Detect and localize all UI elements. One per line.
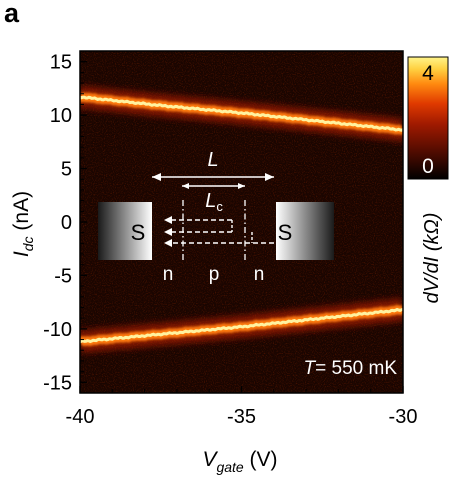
length-label: L — [207, 149, 218, 171]
axis-ticks: 15 10 5 0 -5 -10 -15 -40 -35 -30 — [43, 52, 417, 428]
panel-label: a — [4, 0, 20, 28]
colorbar-tick-max: 4 — [422, 62, 434, 85]
y-axis-label: Idc (nA) — [10, 191, 36, 257]
length-c-label-sub: c — [216, 199, 223, 214]
colorbar-label: dV/dI (kΩ) — [421, 213, 443, 304]
device-schematic-inset: S S L Lc n p n — [98, 149, 334, 285]
y-tick-label: -15 — [43, 372, 72, 394]
colorbar-gradient — [407, 56, 449, 180]
x-tick-label: -40 — [66, 406, 95, 428]
x-axis-label-main: V — [202, 448, 218, 471]
y-axis-label-unit: (nA) — [10, 191, 33, 237]
y-tick-label: 5 — [61, 159, 72, 181]
right-lead — [276, 202, 334, 260]
left-lead-label: S — [131, 220, 146, 245]
y-axis-label-sub: dc — [20, 236, 36, 251]
length-c-label-main: L — [205, 190, 216, 212]
length-c-arrow-left-head — [182, 183, 189, 189]
temperature-value: = 550 mK — [315, 358, 397, 379]
y-tick-label: 15 — [50, 52, 72, 74]
switching-band-core-negative — [80, 307, 403, 344]
trajectory-2-head — [164, 228, 172, 236]
y-tick-label: 10 — [50, 105, 72, 127]
left-lead — [98, 202, 152, 260]
colorbar: 4 0 dV/dI (kΩ) — [407, 56, 449, 304]
temperature-symbol: T — [304, 358, 317, 379]
temperature-annotation: T= 550 mK — [304, 358, 398, 379]
x-tick-label: -35 — [227, 406, 256, 428]
length-arrow-left-head — [152, 173, 161, 181]
y-tick-label: -5 — [54, 265, 72, 287]
y-axis-label-main: I — [10, 251, 33, 257]
trajectory-3-head — [164, 239, 172, 247]
length-arrow-right-head — [265, 173, 274, 181]
length-c-arrow-right-head — [238, 183, 245, 189]
y-tick-label: -10 — [43, 319, 72, 341]
trajectory-1-head — [164, 216, 172, 224]
colorbar-tick-min: 0 — [422, 155, 434, 178]
x-tick-label: -30 — [389, 406, 418, 428]
right-lead-label: S — [278, 220, 293, 245]
x-axis-label: Vgate (V) — [202, 448, 277, 475]
region-label-p: p — [209, 264, 220, 285]
x-axis-label-unit: (V) — [244, 448, 278, 471]
region-label-n-left: n — [163, 264, 174, 285]
length-c-label: Lc — [205, 190, 223, 214]
region-label-n-right: n — [254, 264, 265, 285]
y-tick-label: 0 — [61, 212, 72, 234]
x-axis-label-sub: gate — [216, 459, 243, 475]
switching-band-core-positive — [80, 95, 403, 132]
